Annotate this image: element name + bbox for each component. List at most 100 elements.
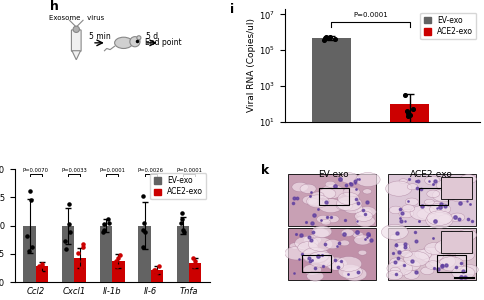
Circle shape	[355, 208, 371, 218]
Y-axis label: Viral RNA (Copies/ul): Viral RNA (Copies/ul)	[246, 18, 256, 112]
Point	[150, 267, 157, 272]
Circle shape	[402, 260, 420, 271]
Point	[116, 273, 124, 278]
Text: End point: End point	[145, 38, 181, 47]
Point	[29, 244, 36, 249]
Point	[403, 111, 411, 116]
Circle shape	[456, 230, 476, 241]
Circle shape	[303, 235, 320, 245]
Point	[191, 258, 199, 263]
Circle shape	[357, 206, 375, 217]
Circle shape	[386, 270, 402, 280]
Circle shape	[385, 181, 411, 196]
Text: P=0.0070: P=0.0070	[23, 168, 48, 173]
Circle shape	[449, 213, 464, 222]
Circle shape	[306, 195, 328, 208]
Circle shape	[404, 198, 418, 206]
Circle shape	[342, 187, 359, 197]
Circle shape	[459, 174, 475, 184]
Polygon shape	[72, 51, 80, 60]
Circle shape	[357, 250, 366, 255]
Point	[116, 253, 123, 257]
Circle shape	[327, 261, 343, 270]
Bar	[138, 226, 151, 282]
Circle shape	[409, 206, 435, 220]
Circle shape	[316, 215, 330, 223]
Point	[24, 233, 31, 238]
Text: Exosome   virus: Exosome virus	[48, 15, 104, 21]
Point	[27, 198, 35, 203]
Bar	[311, 38, 350, 300]
Circle shape	[390, 267, 399, 273]
Circle shape	[339, 240, 349, 246]
Text: P=0.0001: P=0.0001	[176, 168, 202, 173]
Legend: EV-exo, ACE2-exo: EV-exo, ACE2-exo	[420, 13, 475, 39]
Point	[152, 269, 160, 274]
Circle shape	[413, 249, 431, 259]
Point	[326, 34, 333, 39]
Circle shape	[401, 205, 414, 212]
Circle shape	[302, 264, 321, 275]
Circle shape	[393, 242, 409, 251]
Point	[190, 264, 197, 268]
Circle shape	[400, 250, 411, 257]
Point	[192, 269, 199, 274]
Circle shape	[324, 239, 340, 249]
Point	[74, 258, 82, 263]
Point	[100, 222, 108, 227]
Point	[62, 247, 70, 252]
Circle shape	[73, 26, 79, 32]
Circle shape	[454, 250, 473, 261]
Circle shape	[395, 245, 409, 253]
Circle shape	[457, 233, 472, 242]
Point	[25, 249, 32, 254]
Circle shape	[447, 188, 471, 202]
Circle shape	[325, 215, 338, 223]
Legend: EV-exo, ACE2-exo: EV-exo, ACE2-exo	[150, 173, 206, 200]
Point	[77, 266, 85, 270]
Point	[61, 239, 69, 244]
Circle shape	[284, 247, 307, 260]
Circle shape	[302, 196, 317, 204]
Point	[79, 244, 87, 249]
Point	[79, 241, 87, 246]
Point	[26, 188, 34, 193]
Point	[112, 258, 120, 263]
Circle shape	[353, 235, 370, 245]
Point	[36, 269, 44, 274]
Point	[151, 267, 159, 272]
Point	[400, 93, 408, 98]
Point	[191, 262, 199, 266]
Circle shape	[324, 181, 335, 187]
Circle shape	[416, 209, 434, 219]
Bar	[151, 270, 163, 282]
Text: i: i	[229, 3, 233, 16]
Circle shape	[380, 224, 408, 240]
Point	[35, 264, 43, 268]
Point	[408, 107, 416, 112]
Bar	[74, 258, 86, 282]
FancyBboxPatch shape	[71, 30, 81, 51]
Text: 5 d: 5 d	[146, 32, 158, 41]
Point	[139, 194, 147, 199]
Circle shape	[434, 240, 459, 254]
Text: P=0.0026: P=0.0026	[137, 168, 164, 173]
Circle shape	[311, 226, 331, 238]
Point	[105, 220, 113, 225]
Point	[100, 228, 108, 232]
Bar	[176, 226, 189, 282]
Point	[104, 216, 112, 221]
Circle shape	[424, 261, 440, 269]
Point	[138, 244, 146, 249]
Point	[321, 35, 329, 40]
Point	[406, 112, 413, 117]
Circle shape	[341, 229, 353, 236]
Bar	[36, 266, 48, 282]
Point	[178, 211, 185, 216]
Circle shape	[354, 211, 372, 221]
Circle shape	[340, 173, 358, 183]
Circle shape	[318, 199, 342, 213]
Text: P=0.0033: P=0.0033	[61, 168, 87, 173]
Circle shape	[426, 211, 451, 225]
Circle shape	[300, 184, 316, 194]
